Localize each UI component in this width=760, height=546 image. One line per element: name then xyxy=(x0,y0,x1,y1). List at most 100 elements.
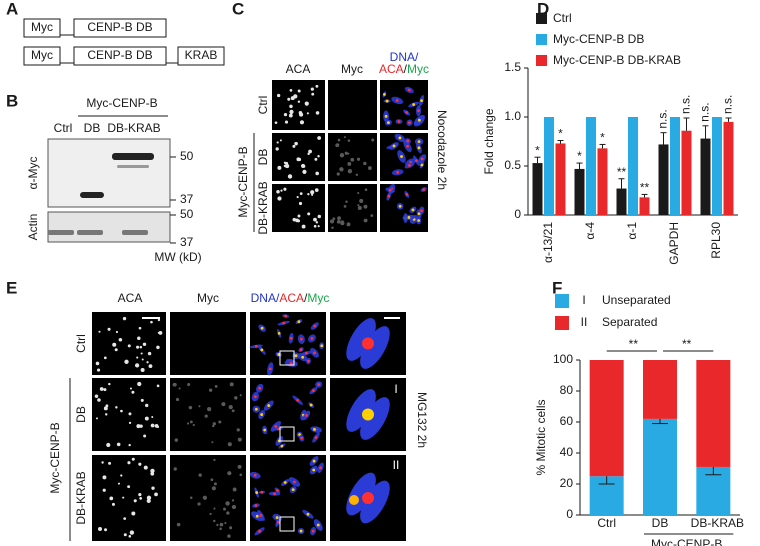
centromere-spot xyxy=(124,359,129,364)
centromere-spot xyxy=(292,144,296,148)
centromere-spot xyxy=(297,100,301,103)
centromere-spot xyxy=(392,144,396,148)
column-title-part: DNA/ xyxy=(251,291,280,305)
centromere-spot xyxy=(237,464,242,469)
y-tick-label: 20 xyxy=(560,476,574,490)
x-tick-label: DB-KRAB xyxy=(691,516,744,530)
centromere-spot xyxy=(254,504,258,507)
centromere-spot xyxy=(137,336,141,341)
centromere-spot xyxy=(310,87,314,91)
centromere-spot xyxy=(260,348,264,352)
centromere-spot xyxy=(123,533,127,537)
significance-label: * xyxy=(577,149,582,163)
centromere-spot xyxy=(312,459,316,463)
row-label: DB xyxy=(256,149,270,166)
centromere-spot xyxy=(227,534,231,538)
centromere-spot xyxy=(156,384,160,388)
centromere-spot xyxy=(234,396,238,400)
centromere-spot xyxy=(138,326,142,330)
centromere-spot xyxy=(317,214,322,219)
centromere-spot xyxy=(227,442,232,447)
centromere-spot xyxy=(357,204,360,207)
centromere-spot xyxy=(314,157,318,161)
x-tick-label: DB xyxy=(652,516,669,530)
centromere-spot xyxy=(347,139,351,142)
centromere-spot xyxy=(367,166,372,171)
centromere-spot xyxy=(138,462,142,466)
centromere-spot xyxy=(263,428,267,432)
centromere-spot xyxy=(147,351,152,356)
centromere-spot xyxy=(255,491,259,494)
centromere-spot xyxy=(304,101,309,106)
domain-label: Myc xyxy=(31,20,53,34)
chromosome xyxy=(360,397,390,440)
micrograph xyxy=(170,378,246,451)
row-label: DB-KRAB xyxy=(256,181,270,234)
legend-swatch xyxy=(536,13,547,24)
centromere-spot xyxy=(313,324,317,328)
centromere-spot xyxy=(400,155,403,158)
centromere-spot xyxy=(175,397,180,402)
centromere-spot xyxy=(213,482,217,486)
centromere-spot xyxy=(102,488,106,492)
centromere-spot xyxy=(305,413,308,417)
legend-label: Separated xyxy=(602,315,657,329)
legend-swatch xyxy=(555,316,569,330)
centromere-spot xyxy=(259,513,263,517)
centromere-spot xyxy=(388,188,392,192)
centromere-spot xyxy=(145,403,149,408)
centromere-spot xyxy=(345,200,348,204)
centromere-spot xyxy=(339,153,345,158)
group-label: Myc-CENP-B xyxy=(236,146,250,217)
centromere-spot xyxy=(319,466,322,470)
mw-marker: 37 xyxy=(180,192,194,206)
centromere-spot xyxy=(299,192,303,196)
centromere-spot xyxy=(139,345,143,349)
centromere-spot xyxy=(337,216,341,221)
y-tick-label: 0 xyxy=(514,207,521,221)
centromere-spot xyxy=(213,507,216,510)
centromere-spot xyxy=(103,406,108,411)
band xyxy=(122,230,148,235)
micrograph xyxy=(272,80,325,130)
bar xyxy=(574,168,585,215)
centromere-spot xyxy=(280,189,283,192)
centromere-spot xyxy=(267,404,271,407)
column-title: Myc xyxy=(341,62,363,76)
bar xyxy=(586,117,596,215)
centromere-spot xyxy=(283,187,287,191)
centromere-spot xyxy=(178,387,181,390)
centromere-spot xyxy=(173,382,177,387)
domain-label: CENP-B DB xyxy=(87,48,152,62)
centromere-spot xyxy=(289,109,294,115)
centromere-spot xyxy=(174,438,179,442)
centromere-spot xyxy=(140,367,145,372)
chromosome xyxy=(360,326,390,369)
column-title: DNA/ACA/Myc xyxy=(251,291,330,305)
bar-segment xyxy=(643,418,677,515)
legend-swatch xyxy=(555,294,569,308)
treatment-label: Nocodazole 2h xyxy=(435,110,449,190)
bar xyxy=(658,144,669,215)
centromere-spot xyxy=(417,118,421,122)
centromere-spot xyxy=(347,162,352,166)
x-tick-label: RPL30 xyxy=(709,222,723,259)
centromere-spot xyxy=(120,474,123,477)
significance-label: * xyxy=(558,127,563,141)
centromere-spot xyxy=(128,412,132,416)
domain-label: Myc xyxy=(31,48,53,62)
chromosome xyxy=(346,389,376,432)
significance-label: ** xyxy=(617,165,627,179)
centromere-spot xyxy=(362,337,374,350)
centromere-spot xyxy=(313,351,316,355)
centromere-spot xyxy=(314,188,319,192)
centromere-spot xyxy=(298,201,303,206)
centromere-spot xyxy=(337,138,341,142)
centromere-spot xyxy=(315,111,320,115)
centromere-spot xyxy=(131,457,135,461)
centromere-spot xyxy=(131,390,135,394)
centromere-spot xyxy=(189,496,193,499)
centromere-spot xyxy=(99,387,104,391)
centromere-spot xyxy=(299,348,303,352)
